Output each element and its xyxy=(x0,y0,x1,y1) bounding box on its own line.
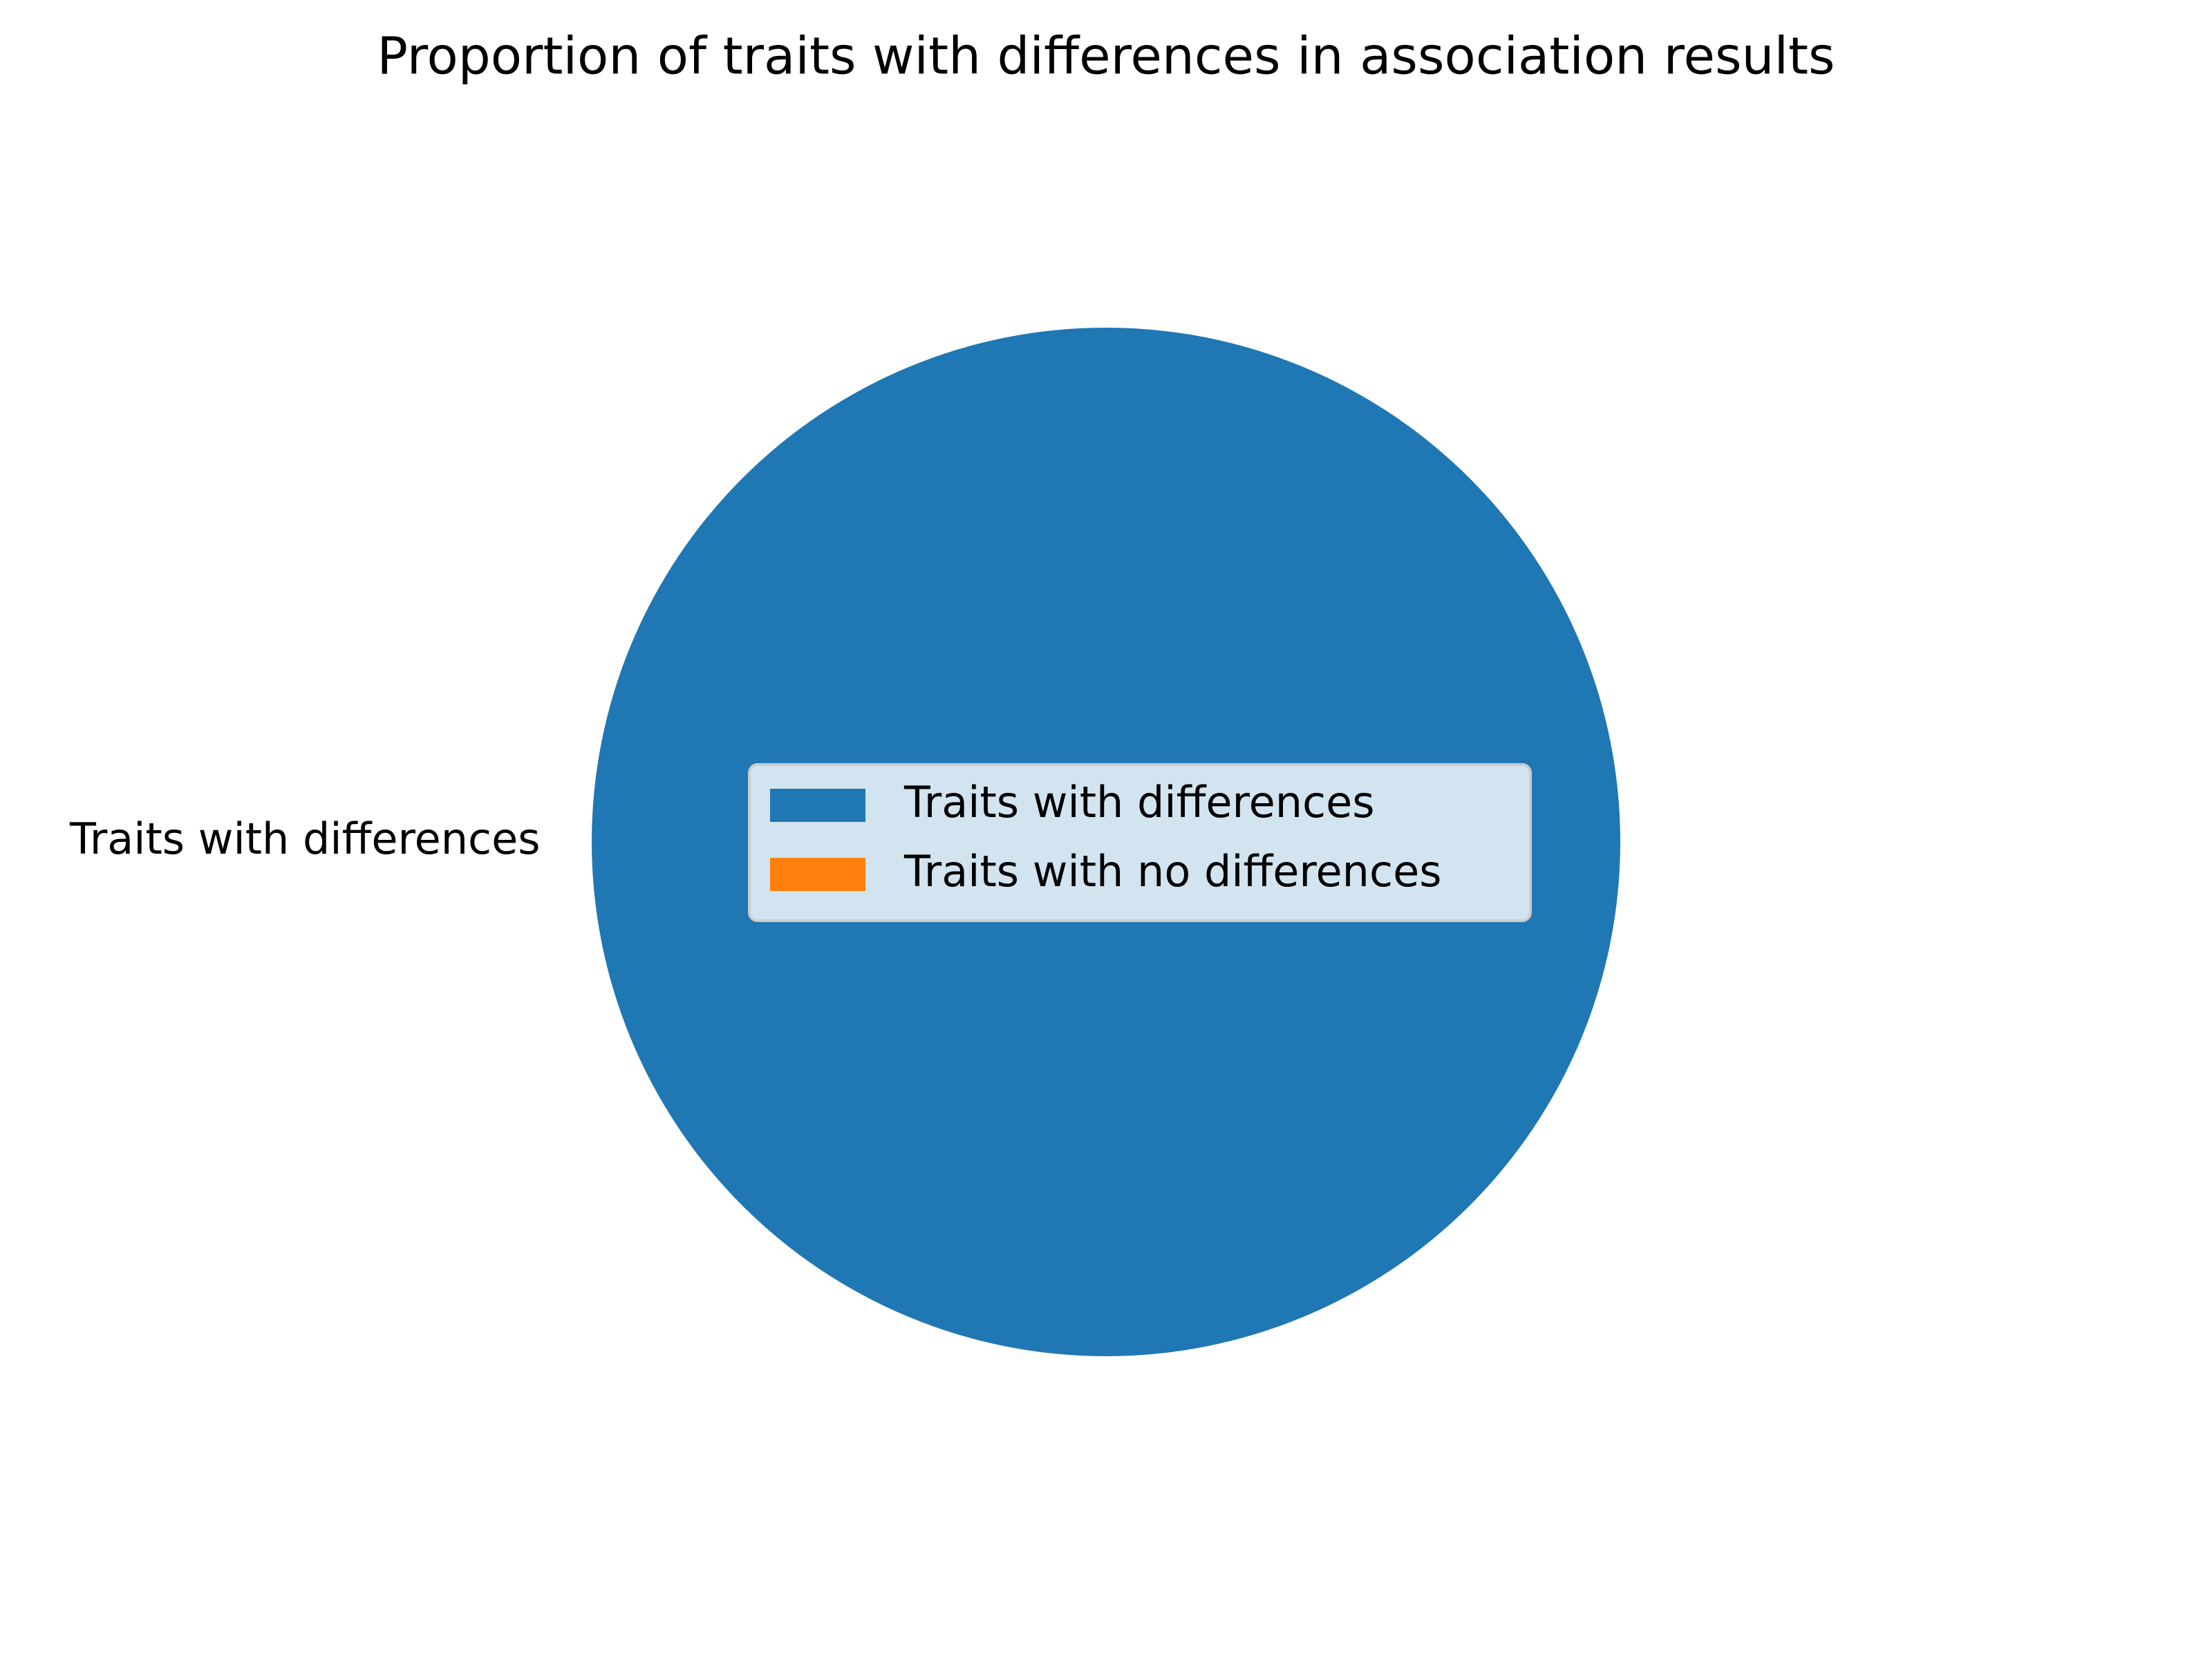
legend-swatch xyxy=(770,858,865,891)
legend-label: Traits with no differences xyxy=(903,846,1442,897)
chart-title: Proportion of traits with differences in… xyxy=(377,27,1835,86)
legend-label: Traits with differences xyxy=(903,777,1375,827)
pie-slice-labels: Traits with differences xyxy=(69,814,541,864)
slice-label: Traits with differences xyxy=(69,814,541,864)
legend-box xyxy=(748,763,1532,922)
legend: Traits with differences Traits with no di… xyxy=(748,763,1532,922)
legend-swatch xyxy=(770,789,865,822)
